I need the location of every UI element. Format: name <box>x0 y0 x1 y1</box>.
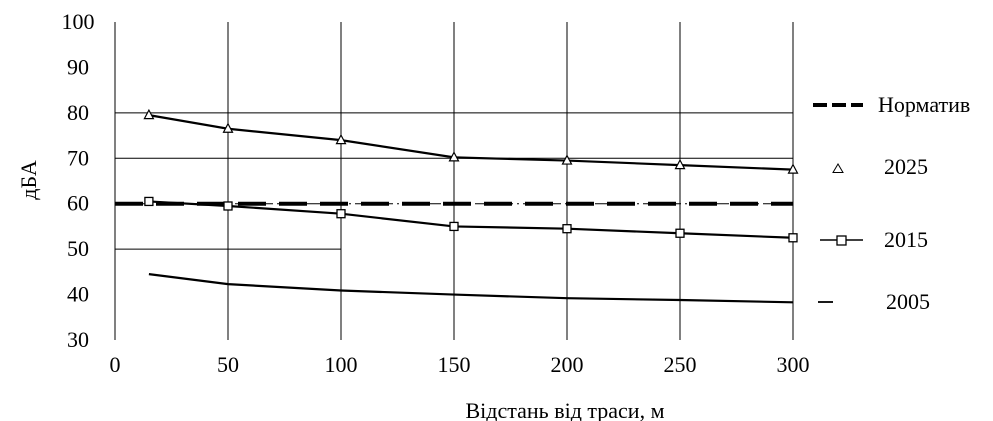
x-axis-label: Відстань від траси, м <box>466 398 665 421</box>
x-tick-label: 0 <box>110 352 121 377</box>
data-point <box>675 228 685 238</box>
data-point <box>448 151 460 162</box>
legend-swatch-2025 <box>832 163 844 173</box>
x-tick-label: 250 <box>664 352 697 377</box>
data-point <box>143 108 155 120</box>
legend-label: 2005 <box>886 289 930 314</box>
x-tick-label: 50 <box>217 352 239 377</box>
data-point <box>222 122 234 133</box>
legend-label: Норматив <box>878 92 970 117</box>
y-tick-label: 30 <box>67 327 89 352</box>
x-tick-label: 200 <box>551 352 584 377</box>
legend: Норматив 2025 2015 2005 <box>813 92 970 314</box>
y-tick-label: 70 <box>67 145 89 170</box>
y-tick-label: 80 <box>67 100 89 125</box>
y-tick-label: 40 <box>67 282 89 307</box>
data-point <box>144 196 154 207</box>
series-line-2005 <box>148 273 794 304</box>
data-point <box>787 163 799 174</box>
y-tick-label: 60 <box>67 191 89 216</box>
data-point <box>335 133 347 145</box>
legend-label: 2015 <box>884 227 928 252</box>
x-tick-label: 300 <box>777 352 810 377</box>
data-point <box>336 209 346 219</box>
y-tick-label: 50 <box>67 236 89 261</box>
y-axis-label: дБА <box>16 160 41 200</box>
x-tick-label: 150 <box>438 352 471 377</box>
legend-label: 2025 <box>884 154 928 179</box>
y-tick-label: 100 <box>62 9 95 34</box>
data-point <box>561 154 573 165</box>
data-point <box>562 224 572 234</box>
data-point <box>674 158 686 170</box>
legend-swatch-2015-marker <box>836 235 847 246</box>
data-point <box>449 221 459 232</box>
y-tick-label: 90 <box>67 54 89 79</box>
grid-lines <box>114 22 794 340</box>
tick-labels: 0 50 100 150 200 250 300 30 40 50 60 70 80 90 100 <box>62 9 810 377</box>
series-line-2015 <box>148 200 794 239</box>
series-layer <box>143 108 799 304</box>
data-point <box>788 233 798 243</box>
data-point <box>223 201 233 211</box>
x-tick-label: 100 <box>325 352 358 377</box>
series-line-2025 <box>148 114 794 171</box>
